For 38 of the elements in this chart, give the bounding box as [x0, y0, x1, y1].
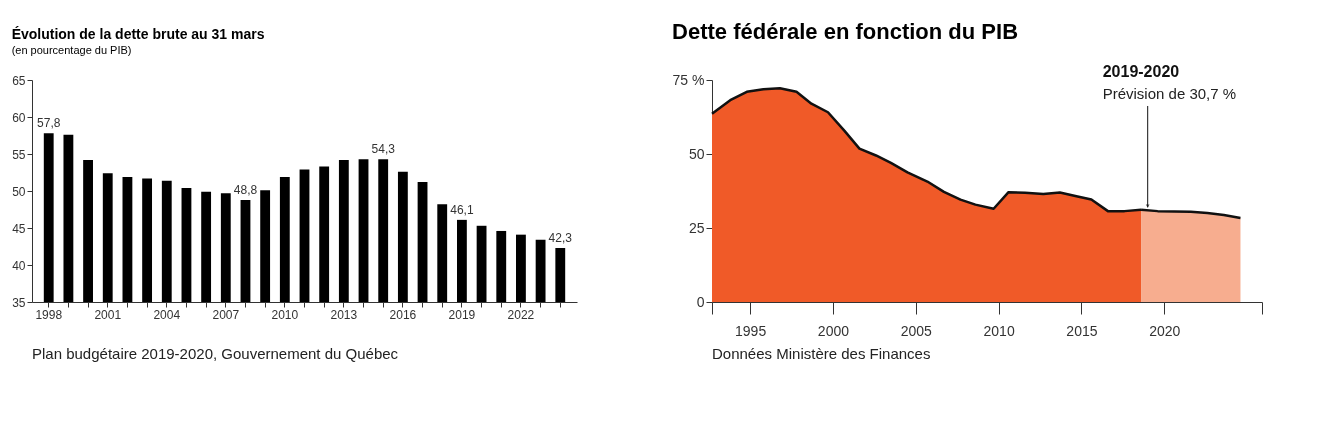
text: Données Ministère des Finances	[712, 345, 931, 362]
chart-title: Évolution de la dette brute au 31 mars	[11, 26, 265, 42]
data-label: 46,1	[450, 202, 474, 217]
y-tick-label: 45	[12, 221, 26, 236]
x-tick-label: 2000	[817, 322, 850, 339]
x-tick-label: 2022	[507, 307, 535, 322]
y-tick-label: 40	[12, 258, 26, 273]
text: Plan budgétaire 2019-2020, Gouvernement du Québec	[32, 345, 399, 362]
x-tick-label: 2016	[389, 307, 417, 322]
y-tick-label: 75 %	[672, 71, 705, 88]
data-label: 57,8	[37, 116, 61, 131]
x-tick-label: 2013	[330, 307, 358, 322]
y-tick-label: 50	[688, 145, 705, 162]
x-tick-label: 2007	[212, 307, 240, 322]
x-tick-label: 2004	[153, 307, 181, 322]
x-tick-label: 2001	[94, 307, 122, 322]
data-label: 48,8	[233, 182, 258, 197]
y-tick-label: 25	[688, 219, 705, 236]
text: 2019-2020	[1102, 63, 1180, 80]
x-tick-label: 2019	[448, 307, 476, 322]
x-tick-label: 1998	[35, 307, 63, 322]
y-tick-label: 35	[12, 295, 26, 310]
chart-subtitle: (en pourcentage du PIB)	[11, 44, 132, 56]
y-tick-label: 55	[12, 147, 26, 162]
y-tick-label: 60	[12, 110, 26, 125]
chart-title: Dette fédérale en fonction du PIB	[672, 19, 1019, 44]
annotation: Prévision de 30,7 %	[1102, 85, 1237, 102]
x-tick-label: 2010	[271, 307, 299, 322]
y-tick-label: 50	[12, 184, 26, 199]
data-label: 54,3	[371, 142, 396, 157]
x-tick-label: 2010	[983, 322, 1015, 339]
x-tick-label: 2005	[900, 322, 933, 339]
y-tick-label: 65	[12, 73, 26, 88]
x-tick-label: 1995	[735, 322, 767, 339]
x-tick-label: 2020	[1149, 322, 1181, 339]
x-tick-label: 2015	[1066, 322, 1098, 339]
y-tick-label: 0	[696, 293, 705, 310]
data-label: 42,3	[548, 230, 573, 245]
